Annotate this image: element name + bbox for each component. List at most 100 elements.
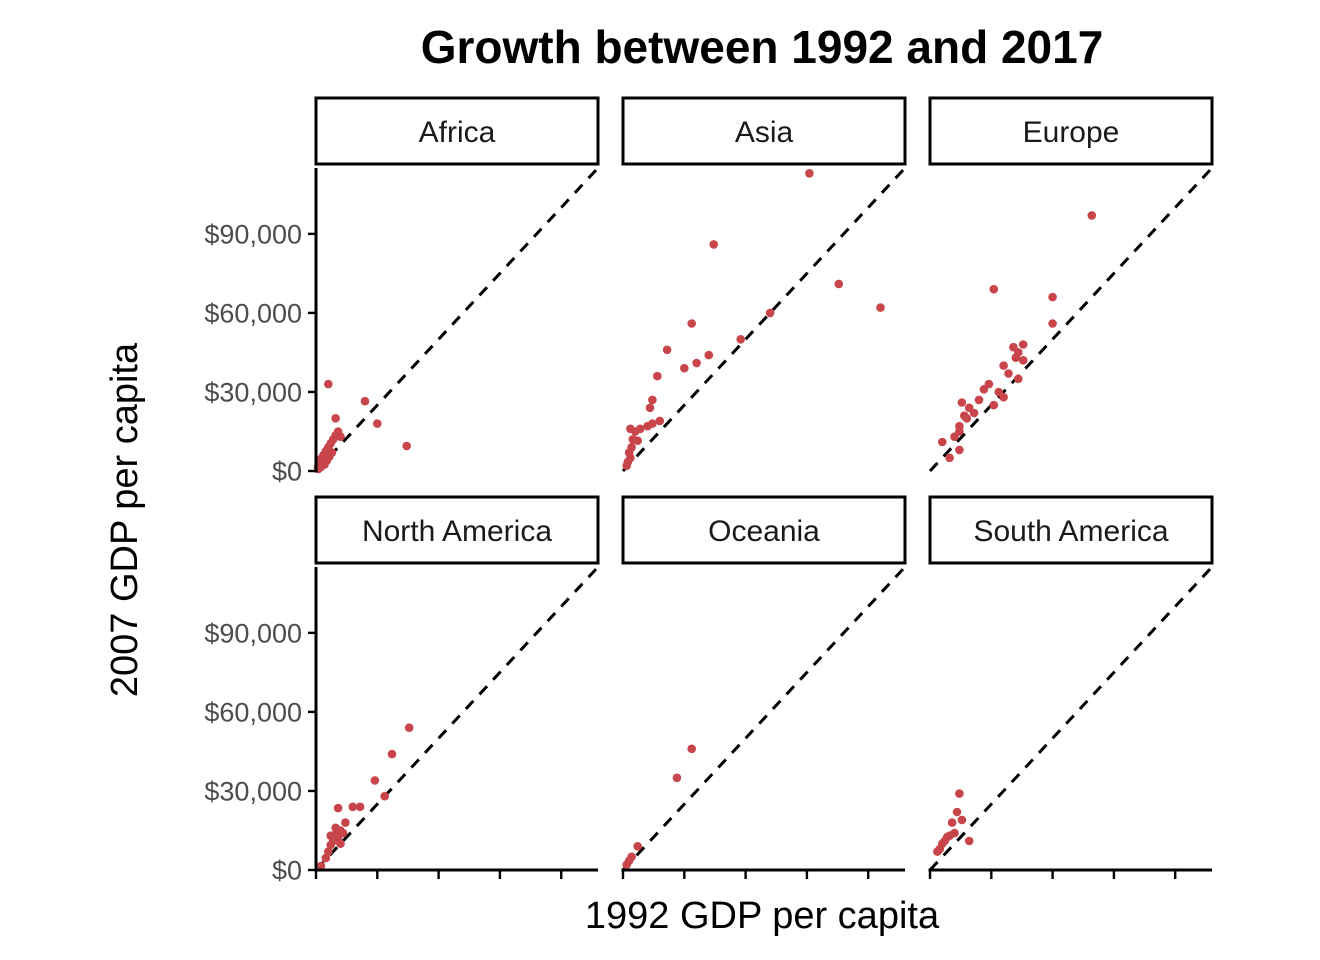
point-europe-19 xyxy=(1014,374,1023,384)
point-north-america-14 xyxy=(333,803,343,813)
point-asia-14 xyxy=(648,395,657,405)
point-asia-15 xyxy=(653,371,662,381)
y-tick-label-north-america-2: $60,000 xyxy=(204,697,302,727)
point-north-america-2 xyxy=(324,847,333,856)
point-africa-22 xyxy=(316,462,326,472)
point-europe-20 xyxy=(1018,356,1028,365)
point-north-america-12 xyxy=(348,802,358,812)
point-north-america-11 xyxy=(341,818,350,827)
point-north-america-15 xyxy=(370,776,380,785)
point-europe-13 xyxy=(999,361,1008,370)
reference-line-oceania xyxy=(621,565,907,872)
point-europe-21 xyxy=(999,392,1008,402)
point-oceania-4 xyxy=(672,773,682,783)
point-south-america-8 xyxy=(952,807,962,817)
point-europe-1 xyxy=(945,453,954,463)
point-europe-24 xyxy=(1048,319,1057,328)
point-oceania-2 xyxy=(627,852,636,862)
point-north-america-9 xyxy=(326,831,336,840)
facet-label-oceania: Oceania xyxy=(708,515,820,548)
point-africa-15 xyxy=(327,448,337,457)
point-europe-0 xyxy=(938,437,947,447)
point-europe-14 xyxy=(1004,369,1013,378)
point-asia-16 xyxy=(662,345,672,355)
point-asia-24 xyxy=(805,169,814,178)
facet-panels: Africa $0 $30,000 $60,000 $90,000 Asia Europe N… xyxy=(204,96,1214,886)
point-asia-20 xyxy=(687,319,696,328)
facet-label-asia: Asia xyxy=(735,116,794,149)
point-asia-18 xyxy=(692,358,701,368)
point-south-america-10 xyxy=(957,815,967,825)
facet-strip-oceania xyxy=(621,495,907,565)
point-north-america-1 xyxy=(321,853,331,863)
facet-strip-africa xyxy=(314,96,600,166)
point-asia-19 xyxy=(704,350,714,360)
point-asia-12 xyxy=(626,424,635,434)
point-north-america-8 xyxy=(338,828,348,838)
point-europe-26 xyxy=(1087,211,1097,220)
reference-line-south-america xyxy=(928,565,1214,872)
facet-strip-asia xyxy=(621,96,907,166)
facet-strip-north-america xyxy=(314,495,600,565)
y-tick-label-north-america-0: $0 xyxy=(272,856,302,886)
point-asia-17 xyxy=(680,363,689,373)
point-south-america-11 xyxy=(964,836,974,846)
point-oceania-3 xyxy=(633,842,642,851)
point-europe-23 xyxy=(989,284,999,294)
point-north-america-19 xyxy=(336,839,345,848)
facet-label-europe: Europe xyxy=(1023,116,1120,149)
point-africa-18 xyxy=(373,419,382,428)
point-asia-11 xyxy=(655,416,665,426)
point-asia-22 xyxy=(765,308,775,318)
y-axis-title: 2007 GDP per capita xyxy=(104,342,146,697)
point-north-america-13 xyxy=(355,802,365,812)
facet-strip-europe xyxy=(928,96,1214,166)
point-africa-12 xyxy=(336,432,345,442)
point-asia-10 xyxy=(648,419,657,428)
chart-title: Growth between 1992 and 2017 xyxy=(421,21,1104,73)
point-south-america-6 xyxy=(950,828,959,838)
reference-line-africa xyxy=(314,166,600,473)
point-europe-25 xyxy=(1048,292,1057,302)
point-europe-11 xyxy=(989,400,999,410)
point-north-america-18 xyxy=(404,723,414,732)
reference-line-north-america xyxy=(314,565,600,872)
point-asia-21 xyxy=(736,335,745,344)
point-asia-8 xyxy=(635,424,645,434)
y-tick-label-north-america-3: $90,000 xyxy=(204,618,302,648)
point-north-america-17 xyxy=(387,749,397,759)
point-africa-20 xyxy=(324,379,333,389)
reference-line-europe xyxy=(928,166,1214,473)
y-tick-label-africa-2: $60,000 xyxy=(204,298,302,328)
point-south-america-9 xyxy=(955,789,964,798)
reference-line-asia xyxy=(621,166,907,473)
point-asia-26 xyxy=(876,303,885,312)
facet-label-africa: Africa xyxy=(419,116,496,149)
point-oceania-5 xyxy=(687,744,696,754)
x-axis-title: 1992 GDP per capita xyxy=(585,895,940,937)
point-africa-16 xyxy=(331,414,340,423)
point-asia-6 xyxy=(633,436,642,446)
facet-label-north-america: North America xyxy=(362,515,552,548)
point-north-america-10 xyxy=(331,823,340,833)
point-asia-4 xyxy=(627,443,636,452)
facet-label-south-america: South America xyxy=(973,515,1168,548)
point-europe-22 xyxy=(962,414,972,423)
facet-strip-south-america xyxy=(928,495,1214,565)
point-asia-23 xyxy=(709,240,718,249)
point-asia-25 xyxy=(834,279,844,289)
point-europe-8 xyxy=(974,395,984,405)
y-tick-label-africa-3: $90,000 xyxy=(204,219,302,249)
point-africa-19 xyxy=(402,441,412,451)
point-europe-18 xyxy=(1018,340,1028,349)
point-africa-17 xyxy=(360,396,370,406)
point-africa-23 xyxy=(322,456,332,465)
point-south-america-7 xyxy=(947,818,957,827)
point-north-america-0 xyxy=(316,861,326,871)
point-asia-13 xyxy=(645,403,655,413)
point-europe-17 xyxy=(1014,348,1023,357)
y-tick-label-africa-1: $30,000 xyxy=(204,377,302,407)
y-tick-label-north-america-1: $30,000 xyxy=(204,776,302,806)
point-europe-2 xyxy=(955,445,964,455)
